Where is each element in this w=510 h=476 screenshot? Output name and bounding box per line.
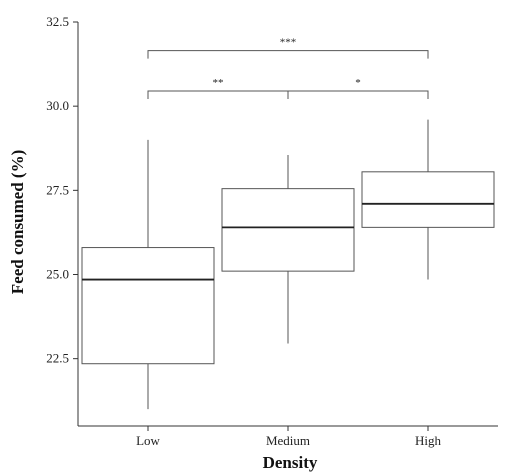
bracket-line: [147, 50, 429, 59]
y-axis-title: Feed consumed (%): [8, 150, 27, 294]
y-tick-label: 30.0: [46, 98, 69, 113]
bracket-medium-high: *: [287, 77, 429, 100]
box-low: [81, 139, 215, 410]
interquartile-box: [81, 247, 215, 365]
bracket-line: [147, 90, 289, 100]
y-tick-label: 32.5: [46, 14, 69, 29]
bracket-line: [287, 90, 429, 100]
x-axis: Low Medium High: [78, 425, 498, 448]
y-axis: 22.5 25.0 27.5 30.0 32.5: [46, 14, 79, 426]
x-tick-label-low: Low: [136, 433, 160, 448]
interquartile-box: [361, 171, 495, 228]
x-tick-label-high: High: [415, 433, 442, 448]
significance-label: *: [355, 77, 361, 89]
y-tick-label: 27.5: [46, 182, 69, 197]
bracket-low-high: ***: [147, 37, 429, 59]
x-axis-title: Density: [263, 453, 318, 472]
significance-label: ***: [280, 37, 297, 49]
bracket-low-medium: **: [147, 77, 289, 100]
x-tick-label-medium: Medium: [266, 433, 310, 448]
y-tick-label: 25.0: [46, 267, 69, 282]
significance-label: **: [213, 77, 224, 89]
box-high: [361, 119, 495, 280]
significance-brackets: ** ****: [147, 37, 429, 100]
y-tick-label: 22.5: [46, 351, 69, 366]
box-medium: [221, 154, 355, 344]
box-series: [81, 119, 495, 410]
interquartile-box: [221, 188, 355, 272]
